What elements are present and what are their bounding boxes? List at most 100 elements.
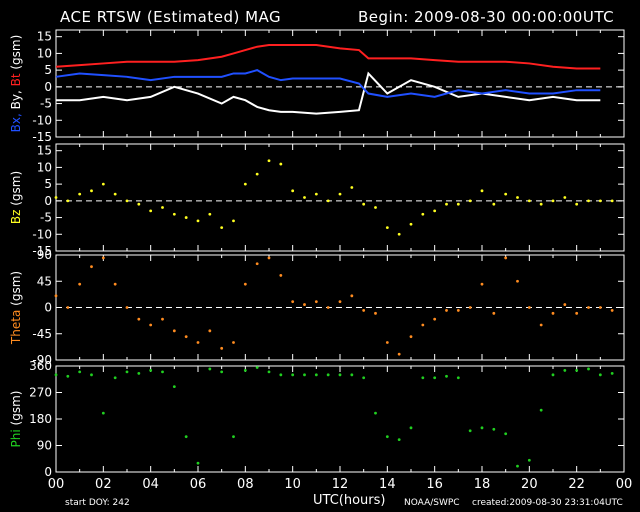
point-theta (90, 265, 93, 269)
y-tick-label: 45 (37, 274, 52, 288)
point-phi (303, 373, 306, 377)
series-by-line (56, 71, 601, 115)
point-theta (397, 352, 401, 356)
point-theta (267, 256, 271, 260)
y-tick-label: 270 (29, 386, 52, 400)
point-phi (445, 374, 448, 378)
point-phi (480, 426, 484, 430)
y-tick-label: -45 (32, 327, 52, 341)
point-phi (196, 461, 200, 465)
point-theta (243, 282, 247, 286)
point-theta (232, 341, 235, 344)
y-tick-label: 0 (44, 80, 52, 94)
point-bz (362, 202, 366, 206)
point-theta (78, 282, 82, 286)
point-phi (350, 373, 354, 377)
point-phi (563, 369, 567, 372)
x-tick-label: 02 (95, 477, 112, 492)
point-theta (362, 309, 366, 312)
point-phi (575, 369, 579, 372)
credit-label: NOAA/SWPC (404, 498, 460, 508)
x-tick-label: 14 (379, 477, 396, 492)
point-theta (610, 309, 614, 312)
point-phi (527, 458, 531, 462)
y-tick-label: 10 (37, 46, 52, 60)
point-theta (575, 311, 579, 315)
point-theta (539, 323, 543, 327)
y-tick-label: -5 (40, 97, 52, 111)
x-axis-label: UTC(hours) (313, 493, 386, 508)
x-tick-label: 10 (284, 477, 301, 492)
point-theta (303, 303, 306, 306)
point-phi (279, 373, 283, 377)
point-theta (125, 306, 129, 309)
y-tick-label: -15 (32, 130, 52, 144)
ylabel-part: (gsm) (9, 391, 23, 430)
point-phi (397, 438, 401, 442)
point-phi (516, 464, 519, 468)
point-theta (137, 317, 141, 321)
point-phi (161, 370, 164, 374)
begin-timestamp: Begin: 2009-08-30 00:00:00UTC (358, 8, 615, 26)
x-tick-label: 12 (332, 477, 349, 492)
point-bz (232, 219, 235, 223)
point-theta (326, 306, 330, 309)
y-tick-label: 15 (37, 30, 52, 44)
point-theta (468, 306, 472, 309)
point-bz (421, 212, 425, 216)
point-theta (172, 329, 176, 333)
y-tick-label: -10 (32, 113, 52, 127)
point-phi (208, 367, 212, 371)
x-tick-label: 00 (616, 477, 633, 492)
point-theta (587, 306, 590, 309)
point-bz (101, 182, 105, 186)
point-bz (575, 202, 579, 206)
y-tick-label: 360 (29, 359, 52, 373)
series-bx-line (55, 69, 601, 98)
point-phi (433, 376, 437, 380)
point-phi (409, 426, 413, 430)
x-tick-label: 18 (474, 477, 491, 492)
point-phi (243, 369, 247, 372)
point-phi (172, 385, 176, 389)
point-phi (220, 370, 224, 374)
point-bz (350, 186, 354, 189)
point-theta (184, 335, 188, 339)
x-tick-label: 00 (48, 477, 65, 492)
ylabel-part: Bz (9, 210, 23, 225)
point-theta (196, 341, 200, 344)
point-phi (125, 370, 129, 374)
point-phi (232, 435, 235, 439)
point-bz (172, 212, 176, 216)
ylabel-part: Phi (9, 429, 23, 447)
panel-2-frame (55, 143, 625, 252)
point-theta (385, 341, 389, 344)
point-bz (303, 196, 306, 199)
point-bz (267, 159, 271, 163)
point-bz (516, 196, 519, 199)
point-theta (279, 274, 283, 277)
y-tick-label: 0 (44, 194, 52, 208)
created-timestamp: created:2009-08-30 23:31:04UTC (472, 498, 623, 508)
ylabel-part: (gsm) (9, 35, 23, 74)
point-phi (113, 376, 117, 380)
point-bz (78, 192, 82, 196)
point-phi (314, 373, 318, 377)
y-tick-label: 15 (37, 144, 52, 158)
y-tick-label: 90 (37, 439, 52, 453)
point-theta (350, 294, 354, 298)
point-bz (90, 189, 93, 193)
point-bz (397, 232, 401, 236)
point-theta (255, 262, 259, 266)
point-phi (66, 374, 70, 378)
point-bz (208, 212, 212, 216)
y-tick-label: -10 (32, 227, 52, 241)
point-bz (539, 202, 543, 206)
point-theta (54, 294, 58, 298)
y-tick-label: -15 (32, 244, 52, 258)
point-bz (161, 206, 164, 209)
point-bz (527, 199, 531, 203)
point-phi (326, 373, 330, 377)
point-theta (480, 282, 484, 286)
point-theta (161, 317, 164, 321)
